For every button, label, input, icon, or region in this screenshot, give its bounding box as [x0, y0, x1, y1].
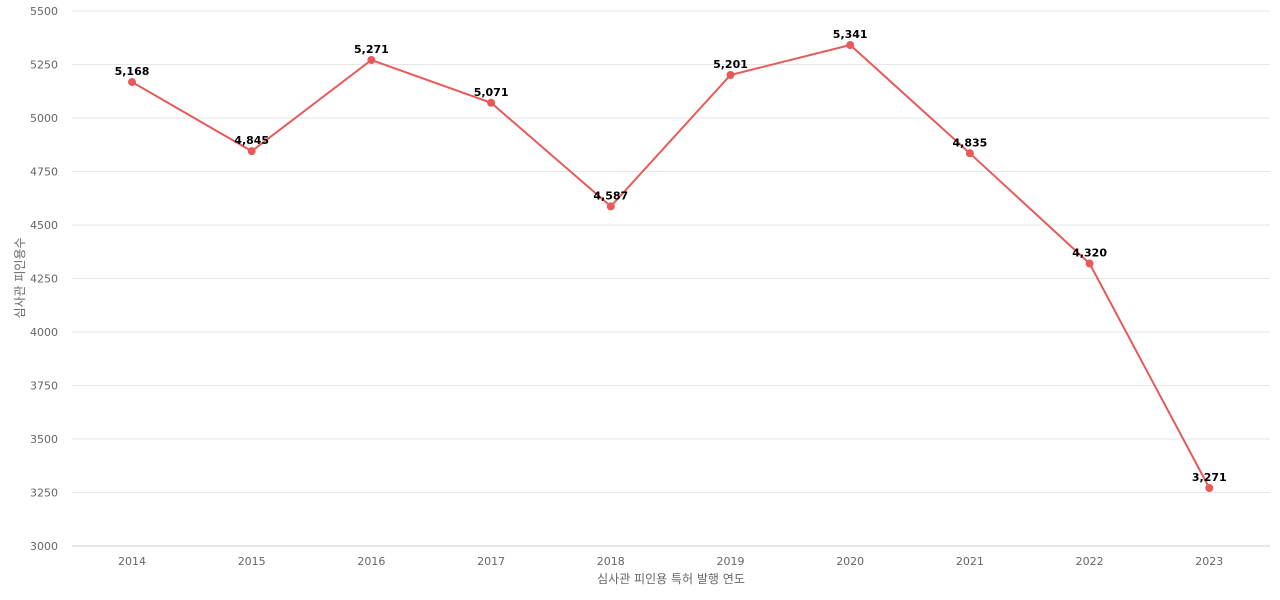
data-point[interactable]	[487, 98, 496, 107]
series-line	[131, 43, 1211, 489]
data-point[interactable]	[606, 202, 615, 211]
x-tick-label: 2019	[717, 555, 745, 568]
data-labels: 5,168 4,845 5,271 5,071 4,587 5,201 5,341 4,835…	[115, 28, 1227, 484]
x-tick-label: 2023	[1195, 555, 1223, 568]
data-label: 4,587	[593, 189, 628, 202]
data-label: 4,845	[234, 134, 269, 147]
y-tick-label: 3500	[30, 433, 58, 446]
x-tick-label: 2022	[1076, 555, 1104, 568]
x-axis: 2014 2015 2016 2017 2018 2019 2020 2021 2022 2023	[118, 555, 1223, 568]
y-tick-label: 5000	[30, 112, 58, 125]
series	[128, 41, 1214, 493]
y-tick-label: 4500	[30, 219, 58, 232]
data-point[interactable]	[1205, 484, 1214, 493]
data-label: 5,341	[833, 28, 868, 41]
x-axis-title: 심사관 피인용 특허 발행 연도	[597, 571, 745, 586]
data-label: 5,071	[474, 86, 509, 99]
grid	[72, 10, 1270, 547]
x-tick-label: 2021	[956, 555, 984, 568]
data-label: 4,320	[1072, 247, 1107, 260]
y-tick-label: 4000	[30, 326, 58, 339]
y-tick-label: 5250	[30, 59, 58, 72]
x-tick-label: 2016	[357, 555, 385, 568]
data-label: 5,168	[115, 65, 150, 78]
y-axis: 3000 3250 3500 3750 4000 4250 4500 4750 5000 5250…	[30, 5, 58, 553]
y-tick-label: 3250	[30, 487, 58, 500]
data-point[interactable]	[1085, 259, 1094, 268]
y-axis-title: 심사관 피인용수	[13, 237, 27, 318]
x-tick-label: 2017	[477, 555, 505, 568]
data-point[interactable]	[367, 56, 376, 65]
data-point[interactable]	[128, 78, 136, 87]
y-tick-label: 3750	[30, 380, 58, 393]
data-label: 3,271	[1192, 471, 1227, 484]
data-point[interactable]	[846, 41, 855, 50]
y-tick-label: 4750	[30, 166, 58, 179]
data-label: 5,271	[354, 43, 389, 56]
data-point[interactable]	[247, 147, 256, 156]
y-tick-label: 4250	[30, 273, 58, 286]
x-tick-label: 2018	[597, 555, 625, 568]
x-tick-label: 2020	[836, 555, 864, 568]
data-point[interactable]	[726, 70, 735, 79]
data-label: 5,201	[713, 58, 748, 71]
x-tick-label: 2015	[238, 555, 266, 568]
x-tick-label: 2014	[118, 555, 146, 568]
y-tick-label: 5500	[30, 5, 58, 18]
data-point[interactable]	[965, 149, 974, 158]
data-label: 4,835	[953, 136, 988, 149]
y-tick-label: 3000	[30, 540, 58, 553]
